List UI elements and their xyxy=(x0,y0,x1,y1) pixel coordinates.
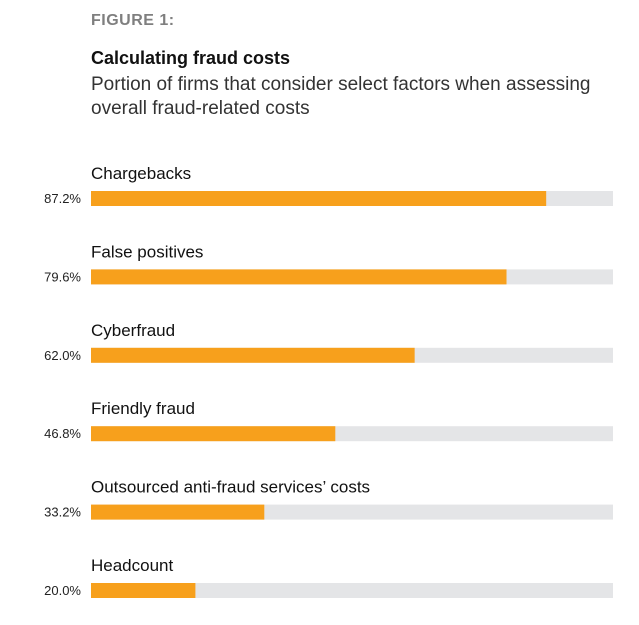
bar-track xyxy=(91,583,613,598)
value-label: 79.6% xyxy=(44,269,81,284)
category-label: Headcount xyxy=(91,556,174,575)
bar xyxy=(91,347,415,363)
bar xyxy=(91,191,547,206)
category-label: Outsourced anti-fraud services’ costs xyxy=(91,478,370,497)
value-label: 33.2% xyxy=(44,505,81,520)
category-label: Friendly fraud xyxy=(91,399,195,418)
chart-subtitle: Portion of firms that consider select fa… xyxy=(91,74,591,119)
bar xyxy=(91,583,196,598)
bar xyxy=(91,269,507,285)
value-label: 20.0% xyxy=(44,583,81,598)
value-label: 62.0% xyxy=(44,348,81,363)
value-label: 46.8% xyxy=(44,426,81,441)
bar xyxy=(91,504,265,520)
category-label: Chargebacks xyxy=(91,164,191,183)
figure-label: FIGURE 1: xyxy=(91,12,175,29)
bar xyxy=(91,426,336,442)
chart-title: Calculating fraud costs xyxy=(91,48,291,68)
category-label: False positives xyxy=(91,242,203,261)
value-label: 87.2% xyxy=(44,191,81,206)
category-label: Cyberfraud xyxy=(91,321,175,340)
